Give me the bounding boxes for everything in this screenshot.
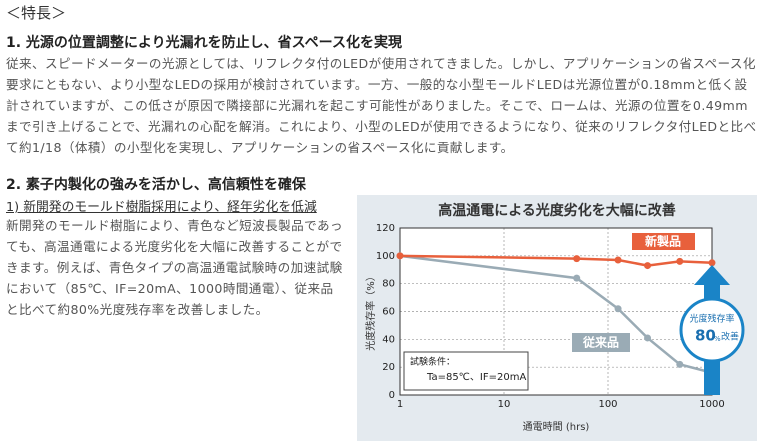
y-tick-label: 60 — [382, 307, 395, 318]
y-tick-label: 80 — [382, 279, 395, 290]
legend-box — [572, 333, 630, 352]
conditions-box — [403, 351, 529, 391]
y-tick-label: 0 — [389, 390, 395, 401]
section-title: 2. 素子内製化の強みを活かし、高信頼性を確保 — [6, 177, 306, 193]
paragraph: 新開発のモールド樹脂により、青色など短波長製品であっても、高温通電による光度劣化… — [6, 218, 343, 317]
data-point — [573, 255, 581, 263]
x-axis-label: 通電時間 (hrs) — [523, 421, 590, 433]
data-point — [573, 274, 581, 282]
chart-title: 高温通電による光度劣化を大幅に改善 — [438, 202, 676, 219]
subtitle: 1) 新開発のモールド樹脂採用により、経年劣化を低減 — [6, 200, 317, 215]
badge-text: 改善 — [721, 331, 739, 343]
conditions: Ta=85℃、IF=20mA — [426, 372, 526, 383]
data-point — [708, 259, 716, 267]
x-tick-label: 100 — [598, 399, 617, 410]
chart: 高温通電による光度劣化を大幅に改善 光度残存率（%） 通電時間 (hrs) 0 2… — [357, 195, 757, 441]
x-tick-label: 10 — [498, 399, 511, 410]
series-line — [399, 254, 713, 267]
y-tick-label: 100 — [376, 251, 395, 262]
badge-number: 80 — [695, 327, 716, 345]
legend-label: 従来品 — [582, 335, 619, 350]
badge-text: 光度残存率 — [689, 313, 734, 325]
y-axis-label: 光度残存率（%） — [364, 271, 377, 351]
section-title: 1. 光源の位置調整により光漏れを防止し、省スペース化を実現 — [6, 35, 402, 51]
data-point — [676, 360, 684, 368]
legend-box — [632, 233, 695, 250]
data-point — [644, 334, 652, 342]
data-point — [396, 252, 404, 260]
data-point — [644, 262, 652, 270]
y-tick-label: 20 — [382, 362, 395, 373]
series-line — [399, 254, 713, 374]
data-point — [614, 256, 622, 264]
paragraph: 従来、スピードメーターの光源としては、リフレクタ付のLEDが使用されてきました。… — [6, 56, 757, 155]
badge-unit: % — [714, 335, 721, 343]
legend-label: 新製品 — [645, 234, 681, 249]
y-tick-label: 40 — [382, 334, 395, 345]
data-point — [676, 257, 684, 265]
y-tick-label: 120 — [376, 223, 395, 234]
x-tick-label: 1 — [397, 399, 403, 410]
conditions-title: 試験条件： — [410, 356, 455, 368]
badge — [679, 297, 745, 363]
header: ＜特長＞ — [6, 4, 67, 22]
data-point — [614, 305, 622, 313]
x-tick-label: 1000 — [699, 399, 724, 410]
